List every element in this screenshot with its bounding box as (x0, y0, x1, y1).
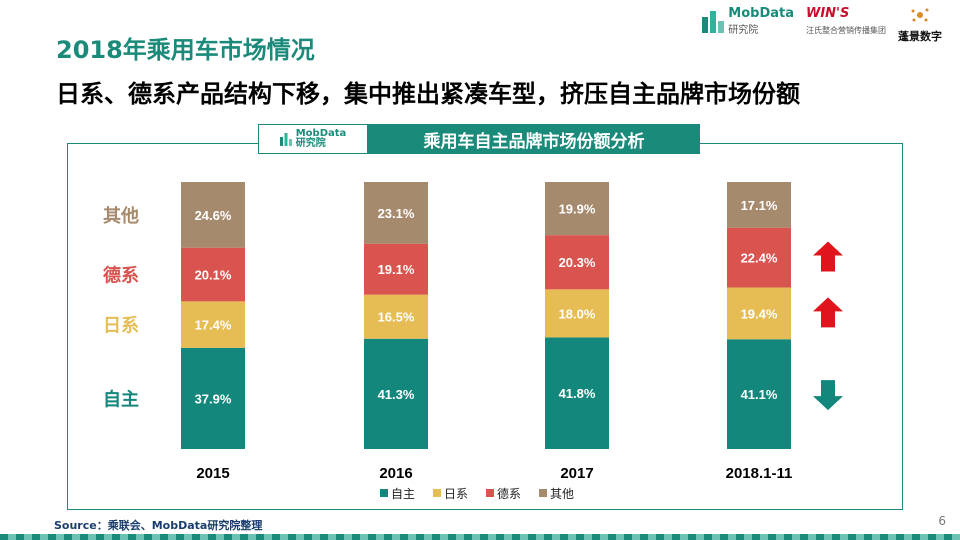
page-number: 6 (938, 514, 946, 528)
legend-label-2: 日系 (444, 487, 468, 501)
data-label-3-3: 20.3% (559, 255, 596, 270)
x-tick-label-2: 2016 (379, 465, 412, 482)
trend-arrow-up-icon-2 (813, 297, 843, 328)
data-label-1-1: 37.9% (195, 391, 232, 406)
wins-logo-sub: 汪氏整合营销传播集团 (806, 26, 886, 35)
legend-swatch-3 (486, 489, 494, 497)
slide-subtitle: 日系、德系产品结构下移，集中推出紧凑车型，挤压自主品牌市场份额 (56, 80, 800, 108)
footer-band (0, 534, 960, 540)
legend-label-3: 德系 (497, 486, 521, 501)
banner-logo-sub: 研究院 (295, 138, 326, 149)
row-label-2: 日系 (103, 316, 139, 337)
data-label-2-1: 17.4% (195, 318, 232, 333)
data-label-4-2: 23.1% (378, 206, 415, 221)
x-tick-label-4: 2018.1-11 (726, 465, 793, 482)
data-label-4-4: 17.1% (741, 198, 778, 213)
wins-logo-name: WIN'S (806, 6, 850, 21)
pengjing-logo-icon (911, 8, 929, 22)
bar-3-4 (727, 227, 791, 288)
data-label-4-3: 19.9% (559, 202, 596, 217)
banner-logo: MobData 研究院 (258, 124, 368, 154)
bar-3-2 (364, 243, 428, 295)
mobdata-logo: MobData 研究院 (702, 6, 794, 36)
x-tick-label-1: 2015 (196, 465, 229, 482)
x-tick-label-3: 2017 (560, 465, 593, 482)
row-label-1: 自主 (103, 388, 139, 410)
bar-4-2 (364, 182, 428, 244)
legend-swatch-4 (539, 489, 547, 497)
data-label-1-3: 41.8% (559, 386, 596, 401)
bar-4-3 (545, 182, 609, 236)
mobdata-logo-name: MobData (728, 6, 794, 21)
data-label-3-2: 19.1% (378, 262, 415, 277)
data-label-1-4: 41.1% (741, 387, 778, 402)
logo-bar: MobData 研究院 WIN'S 汪氏整合营销传播集团 蓬景数字 (702, 6, 942, 50)
banner-logo-name: MobData (295, 127, 347, 139)
banner-logo-icon (279, 133, 292, 146)
data-label-4-1: 24.6% (195, 208, 232, 223)
pengjing-logo: 蓬景数字 (898, 6, 942, 44)
data-label-2-3: 18.0% (559, 306, 596, 321)
bar-2-4 (727, 287, 791, 340)
mobdata-logo-sub: 研究院 (728, 25, 759, 36)
bar-2-1 (181, 301, 245, 348)
data-label-3-4: 22.4% (741, 251, 778, 266)
bar-4-1 (181, 182, 245, 248)
slide-title: 2018年乘用车市场情况 (56, 36, 315, 64)
legend-swatch-2 (433, 489, 441, 497)
legend-label-1: 自主 (391, 487, 415, 501)
wins-logo: WIN'S 汪氏整合营销传播集团 (806, 6, 886, 36)
source-note: Source：乘联会、MobData研究院整理 (54, 519, 263, 532)
mobdata-logo-icon (702, 11, 725, 33)
bar-1-1 (181, 347, 245, 449)
bar-4-4 (727, 182, 791, 228)
trend-arrow-down-icon-3 (813, 380, 843, 411)
bar-1-4 (727, 339, 791, 449)
row-label-4: 其他 (103, 205, 139, 227)
data-label-2-4: 19.4% (741, 306, 778, 321)
legend-label-4: 其他 (550, 487, 574, 501)
bar-3-3 (545, 235, 609, 290)
data-label-1-2: 41.3% (378, 387, 415, 402)
bar-2-3 (545, 289, 609, 338)
bar-1-2 (364, 338, 428, 449)
trend-arrow-up-icon-1 (813, 241, 843, 272)
data-label-3-1: 20.1% (195, 268, 232, 283)
bar-3-1 (181, 247, 245, 302)
bar-2-2 (364, 294, 428, 339)
bar-1-3 (545, 337, 609, 449)
data-label-2-2: 16.5% (378, 310, 415, 325)
chart-banner: MobData 研究院 乘用车自主品牌市场份额分析 (258, 124, 700, 154)
chart-title: 乘用车自主品牌市场份额分析 (423, 131, 645, 152)
pengjing-logo-name: 蓬景数字 (898, 30, 942, 43)
row-label-3: 德系 (103, 265, 139, 287)
legend-swatch-1 (380, 489, 388, 497)
